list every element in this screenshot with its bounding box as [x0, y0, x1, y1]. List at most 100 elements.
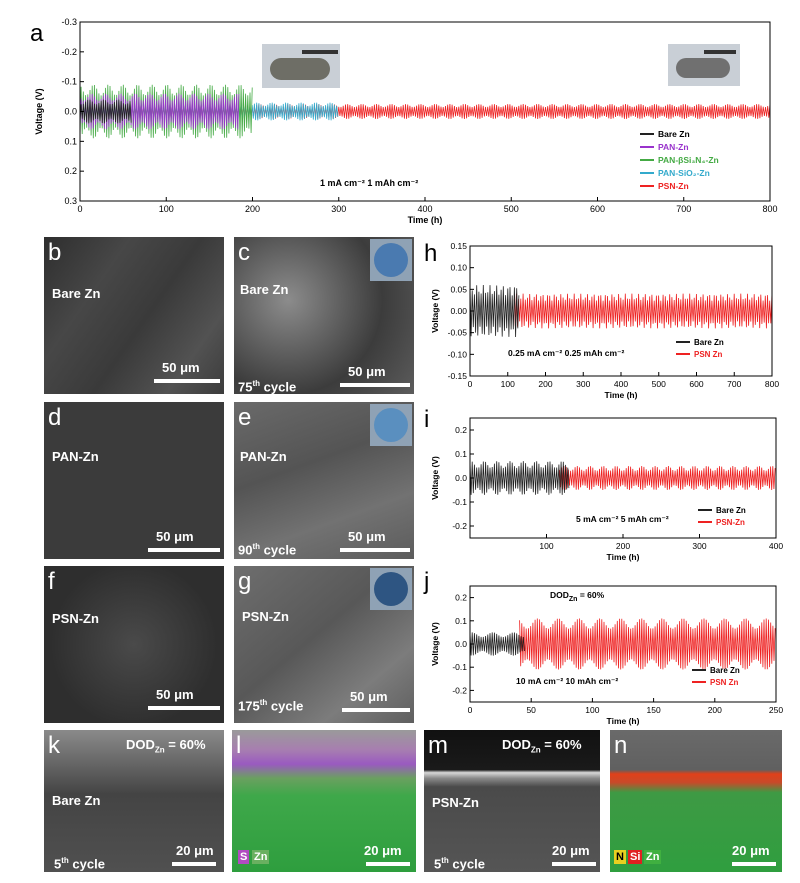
scale-bar-n [732, 862, 776, 866]
scale-bar-f [148, 706, 220, 710]
panel-letter-c: c [238, 239, 250, 266]
legend-label: PAN-SiO₂-Zn [658, 168, 710, 178]
y-tick-label: 0.0 [64, 107, 77, 117]
series-bare-zn [79, 99, 132, 124]
legend-label: Bare Zn [716, 506, 746, 515]
y-tick-label: -0.2 [452, 521, 467, 531]
condition-annotation: 10 mA cm⁻² 10 mAh cm⁻² [516, 676, 618, 686]
x-tick-label: 700 [676, 204, 691, 214]
x-tick-label: 100 [539, 541, 553, 551]
panel-letter-g: g [238, 568, 252, 595]
scale-label-f: 50 μm [156, 687, 194, 702]
y-tick-label: 0.1 [455, 449, 467, 459]
x-tick-label: 150 [647, 705, 661, 715]
x-tick-label: 0 [468, 379, 473, 389]
scale-label-b: 50 μm [162, 360, 200, 375]
series-pan-zn [79, 93, 240, 130]
sem-label-d: PAN-Zn [52, 449, 99, 464]
y-tick-label: 0.0 [455, 639, 467, 649]
sem-label-g: PSN-Zn [242, 609, 289, 624]
x-axis-label: Time (h) [607, 552, 640, 562]
y-tick-label: -0.2 [61, 47, 77, 57]
inset-photo-c [370, 239, 412, 281]
legend-label: Bare Zn [658, 129, 690, 139]
series-bare-zn [469, 284, 520, 338]
eds-legend-n: N [614, 850, 626, 864]
sem-image-e: e PAN-Zn 90th cycle 50 μm [234, 402, 414, 559]
inset-photo-coin-cell-end [668, 44, 740, 86]
legend-label: PAN-βSi₃N₄-Zn [658, 155, 719, 165]
scale-bar-k [172, 862, 216, 866]
x-tick-label: 600 [689, 379, 703, 389]
y-tick-label: 0.2 [455, 425, 467, 435]
x-tick-label: 600 [590, 204, 605, 214]
x-tick-label: 300 [331, 204, 346, 214]
scale-label-g: 50 μm [350, 689, 388, 704]
x-tick-label: 800 [765, 379, 779, 389]
y-tick-label: -0.1 [61, 77, 77, 87]
x-tick-label: 250 [769, 705, 783, 715]
y-tick-label: 0.1 [455, 616, 467, 626]
condition-annotation: 5 mA cm⁻² 5 mAh cm⁻² [576, 514, 669, 524]
condition-annotation: 1 mA cm⁻² 1 mAh cm⁻² [320, 178, 418, 188]
x-tick-label: 50 [526, 705, 536, 715]
cycle-label-e: 90th cycle [238, 542, 297, 558]
x-tick-label: 400 [417, 204, 432, 214]
y-tick-label: 0.0 [455, 473, 467, 483]
x-tick-label: 200 [245, 204, 260, 214]
panel-letter-e: e [238, 404, 252, 431]
condition-annotation: 0.25 mA cm⁻² 0.25 mAh cm⁻² [508, 348, 625, 358]
cycle-label-g: 175th cycle [238, 698, 304, 714]
x-tick-label: 400 [769, 541, 783, 551]
x-tick-label: 200 [616, 541, 630, 551]
y-tick-label: 0.2 [455, 593, 467, 603]
sem-label-f: PSN-Zn [52, 611, 99, 626]
eds-map-l: l S Zn 20 μm [232, 730, 416, 872]
y-tick-label: 0.3 [64, 196, 77, 206]
chart-j: 0 50 100 150 200 250 0.2 0.1 0.0 -0.1 -0.2 Time (h)… [430, 585, 783, 726]
legend-label: PSN Zn [710, 678, 739, 687]
y-tick-label: -0.1 [452, 497, 467, 507]
y-tick-label: 0.1 [64, 136, 77, 146]
y-tick-label: 0.15 [450, 241, 467, 251]
chart-i: 100 200 300 400 0.2 0.1 0.0 -0.1 -0.2 Time (h) Vol… [430, 417, 783, 562]
sem-image-b: b Bare Zn 50 μm [44, 237, 224, 394]
y-axis-label: Voltage (V) [430, 289, 440, 333]
sem-image-f: f PSN-Zn 50 μm [44, 566, 224, 723]
panel-letter-k: k [48, 732, 60, 759]
cycle-label-c: 75th cycle [238, 379, 297, 394]
sem-image-m: m DODZn = 60% PSN-Zn 5th cycle 20 μm [424, 730, 600, 872]
x-tick-label: 0 [468, 705, 473, 715]
panel-letter-b: b [48, 239, 62, 266]
x-tick-label: 100 [159, 204, 174, 214]
panel-letter-j: j [424, 568, 430, 595]
y-tick-label: 0.2 [64, 166, 77, 176]
y-tick-label: 0.05 [450, 284, 467, 294]
cycle-label-m: 5th cycle [434, 856, 485, 872]
chart-a: 0 100 200 300 400 500 600 700 800 -0.3 -0.2 -0.1 0.0… [34, 17, 778, 225]
cycle-label-k: 5th cycle [54, 856, 105, 872]
sem-image-c: c Bare Zn 75th cycle 50 μm [234, 237, 414, 394]
y-tick-label: -0.05 [448, 328, 468, 338]
scale-label-k: 20 μm [176, 843, 214, 858]
scale-bar-m [552, 862, 596, 866]
legend-label: Bare Zn [710, 666, 740, 675]
x-tick-label: 700 [727, 379, 741, 389]
scale-label-l: 20 μm [364, 843, 402, 858]
x-tick-label: 200 [708, 705, 722, 715]
sem-image-d: d PAN-Zn 50 μm [44, 402, 224, 559]
eds-legend-zn-n: Zn [644, 850, 662, 864]
scale-label-m: 20 μm [552, 843, 590, 858]
panel-letter-n: n [614, 732, 628, 759]
panel-letter-i: i [424, 406, 430, 433]
y-tick-label: -0.3 [61, 17, 77, 27]
sem-image-k: k DODZn = 60% Bare Zn 5th cycle 20 μm [44, 730, 224, 872]
dod-note: DODZn = 60% [550, 590, 605, 603]
scale-bar-l [366, 862, 410, 866]
scale-bar-e [340, 548, 410, 552]
scale-label-c: 50 μm [348, 364, 386, 379]
series-bare-zn [469, 461, 570, 495]
legend-label: PAN-Zn [658, 142, 689, 152]
legend-label: PSN-Zn [716, 518, 745, 527]
y-tick-label: 0.10 [450, 263, 467, 273]
